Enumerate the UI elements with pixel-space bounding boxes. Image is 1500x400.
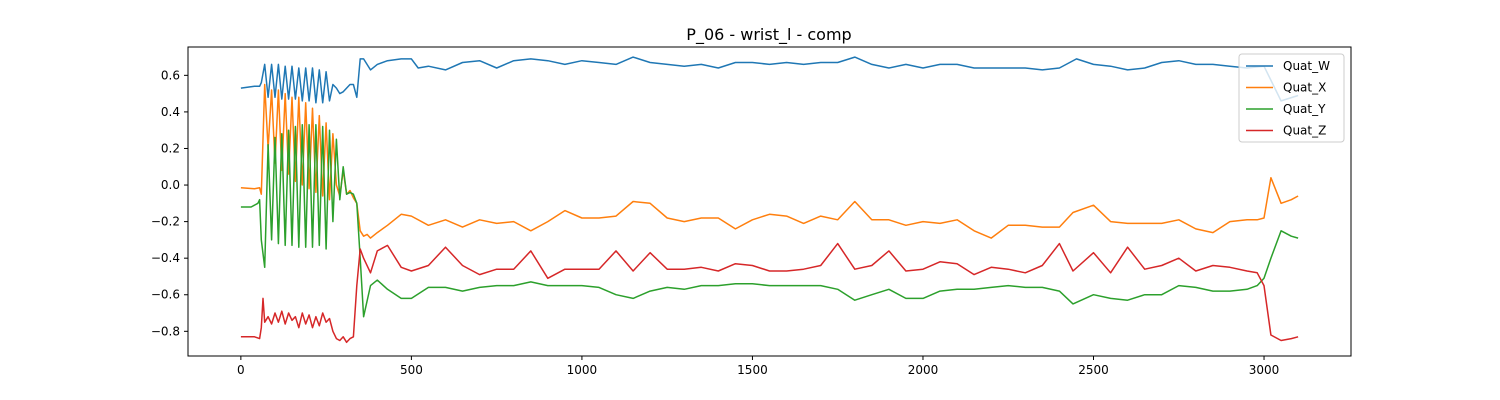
y-tick-label: 0.6 xyxy=(161,68,180,82)
legend-label: Quat_W xyxy=(1283,59,1330,73)
legend-label: Quat_X xyxy=(1283,81,1326,95)
x-axis: 0 500 1000 1500 2000 2500 3000 xyxy=(237,356,1279,377)
y-tick-label: −0.4 xyxy=(151,251,180,265)
legend-label: Quat_Z xyxy=(1283,124,1326,138)
y-tick-label: 0.4 xyxy=(161,105,180,119)
y-tick-label: −0.6 xyxy=(151,288,180,302)
series-layer xyxy=(240,56,1299,344)
y-tick-label: 0.2 xyxy=(161,141,180,155)
x-tick-label: 1000 xyxy=(567,363,598,377)
x-tick-label: 500 xyxy=(400,363,423,377)
series-line-quat-w xyxy=(240,56,1299,104)
series-line-quat-y xyxy=(240,123,1299,318)
y-axis: −0.8 −0.6 −0.4 −0.2 0.0 0.2 0.4 0.6 xyxy=(151,68,188,338)
y-tick-label: 0.0 xyxy=(161,178,180,192)
legend: Quat_W Quat_X Quat_Y Quat_Z xyxy=(1238,53,1345,143)
legend-label: Quat_Y xyxy=(1283,102,1326,116)
series-line-quat-x xyxy=(240,83,1299,239)
legend-box xyxy=(1238,53,1345,143)
series-line-quat-z xyxy=(240,242,1299,344)
x-tick-label: 2000 xyxy=(908,363,939,377)
y-tick-label: −0.8 xyxy=(151,324,180,338)
x-tick-label: 3000 xyxy=(1249,363,1280,377)
chart-title: P_06 - wrist_l - comp xyxy=(686,25,851,45)
x-tick-label: 0 xyxy=(237,363,245,377)
axes-frame xyxy=(187,46,1352,357)
x-tick-label: 1500 xyxy=(737,363,768,377)
x-tick-label: 2500 xyxy=(1078,363,1109,377)
y-tick-label: −0.2 xyxy=(151,215,180,229)
